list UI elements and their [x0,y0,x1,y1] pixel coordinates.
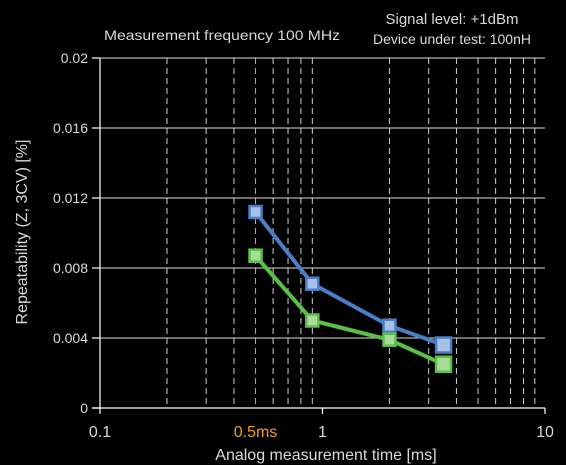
x-tick-label: 10 [536,424,554,441]
data-point-series-2 [382,332,397,347]
signal-level-annotation: Signal level: +1dBm [386,11,519,28]
data-point-series-1 [248,204,263,220]
data-point-series-2 [248,248,263,263]
data-point-series-2 [305,313,320,328]
series-group [248,204,453,373]
y-tick-label: 0 [80,400,88,416]
y-tick-label: 0.012 [53,190,88,206]
data-point-series-1 [305,276,320,291]
y-ticks: 0 0.004 0.008 0.012 0.016 0.02 [53,50,545,416]
x-tick-label: 1 [318,424,327,441]
x-tick-label: 0.1 [89,424,111,441]
y-tick-label: 0.004 [53,330,88,346]
data-point-series-1 [434,336,453,354]
y-tick-label: 0.008 [53,260,88,276]
series-line-1 [253,210,445,347]
device-annotation: Device under test: 100nH [373,31,531,47]
marker-line-label: 0.5ms [234,424,278,441]
y-tick-label: 0.016 [53,120,88,136]
data-point-series-2 [434,355,453,373]
frequency-annotation: Measurement frequency 100 MHz [104,27,340,43]
data-point-series-1 [382,318,397,333]
x-axis-label: Analog measurement time [ms] [215,447,436,464]
y-axis-label: Repeatability (Z, 3CV) [%] [14,140,31,325]
series-line-2 [253,254,445,367]
y-tick-label: 0.02 [61,50,88,66]
x-ticks: 0.1 1 10 [89,408,554,441]
grid-lines [166,58,536,408]
